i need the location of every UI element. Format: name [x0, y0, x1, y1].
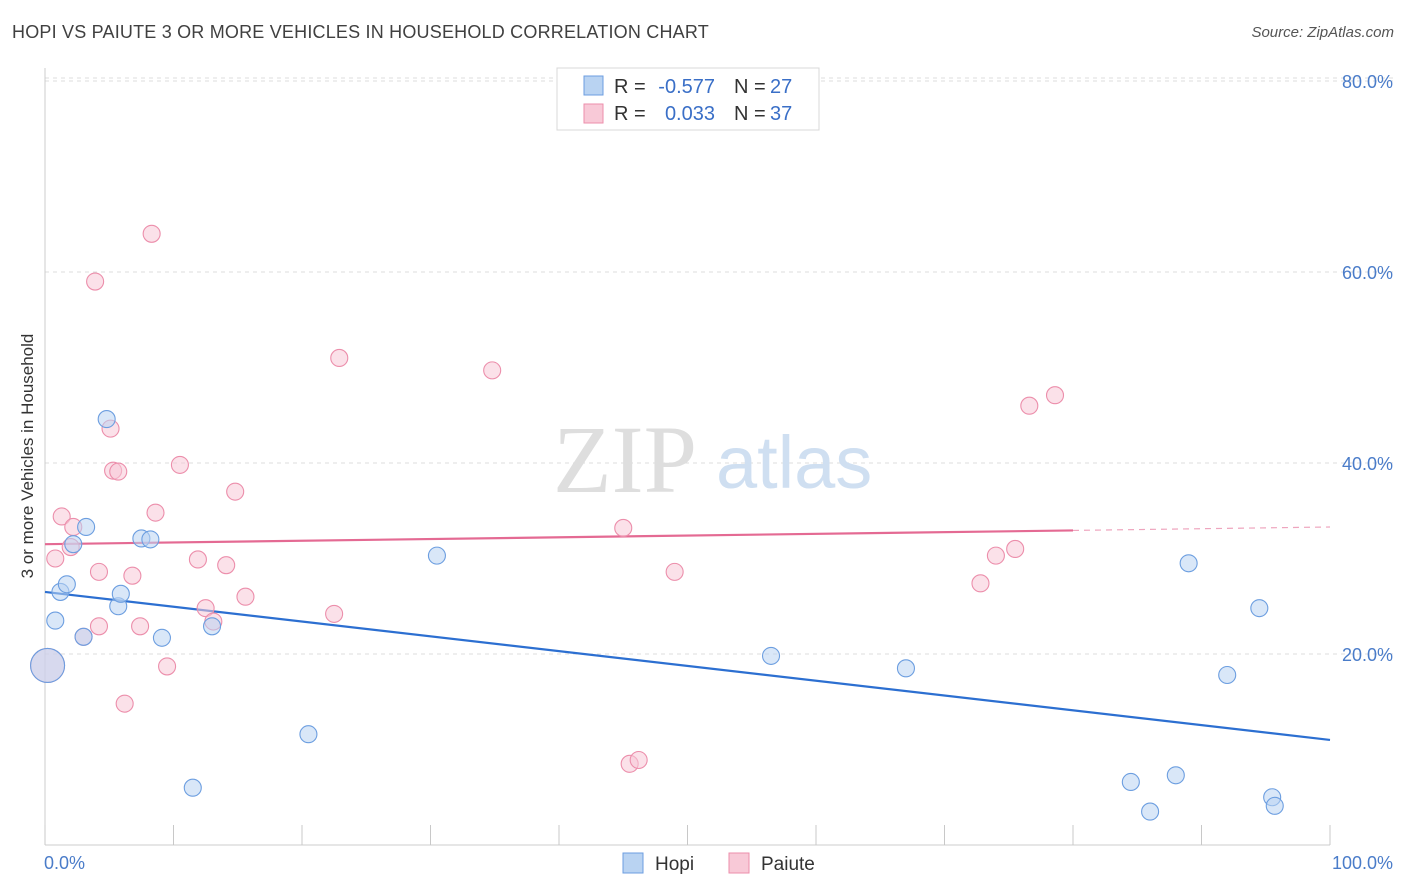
- paiute-point: [158, 657, 177, 676]
- hopi-r-value: -0.577: [658, 76, 715, 98]
- paiute-point: [196, 599, 215, 618]
- legend-paiute-label: Paiute: [761, 854, 815, 875]
- hopi-point: [30, 647, 66, 684]
- hopi-r-label: R =: [614, 76, 646, 98]
- hopi-point: [97, 410, 116, 429]
- paiute-point: [86, 272, 105, 291]
- hopi-point: [896, 659, 916, 678]
- paiute-r-label: R =: [614, 103, 646, 125]
- paiute-point: [89, 617, 109, 636]
- hopi-point: [64, 535, 83, 554]
- paiute-point: [629, 750, 648, 770]
- paiute-point: [123, 566, 142, 585]
- hopi-point: [152, 628, 171, 647]
- paiute-point: [170, 455, 189, 474]
- paiute-point: [188, 550, 207, 569]
- hopi-n-label: N =: [734, 76, 766, 98]
- legend-paiute-swatch: [728, 852, 750, 874]
- paiute-n-value: 37: [770, 103, 792, 125]
- y-tick-label: 60.0%: [1342, 263, 1393, 283]
- hopi-swatch: [583, 75, 604, 96]
- watermark: ZIP atlas: [553, 406, 872, 513]
- x-tick-labels: 0.0% 100.0%: [44, 853, 1393, 873]
- paiute-point: [971, 574, 990, 593]
- axes: [44, 68, 1331, 846]
- hopi-point: [183, 778, 202, 797]
- legend-hopi-label: Hopi: [655, 854, 694, 875]
- hopi-point: [77, 517, 96, 537]
- paiute-point: [665, 562, 684, 581]
- hopi-point: [1250, 599, 1269, 618]
- paiute-trend-line: [44, 529, 1074, 546]
- paiute-r-value: 0.033: [665, 103, 715, 125]
- paiute-swatch: [583, 103, 604, 124]
- paiute-point: [1045, 386, 1065, 405]
- chart-title: HOPI VS PAIUTE 3 OR MORE VEHICLES IN HOU…: [12, 22, 709, 42]
- paiute-point: [236, 587, 255, 606]
- paiute-point: [89, 562, 109, 581]
- x-tick-label-min: 0.0%: [44, 853, 85, 873]
- hopi-point: [1179, 554, 1198, 573]
- paiute-point: [142, 224, 161, 243]
- hopi-point: [57, 575, 76, 594]
- paiute-point: [614, 518, 633, 537]
- paiute-point: [109, 462, 128, 481]
- hopi-point: [141, 530, 160, 549]
- hopi-point: [1218, 665, 1237, 685]
- paiute-point: [325, 604, 344, 623]
- hopi-trend-line: [44, 590, 1331, 742]
- y-tick-label: 80.0%: [1342, 72, 1393, 92]
- hopi-n-value: 27: [770, 76, 792, 98]
- paiute-trend-line-extension: [1072, 526, 1331, 532]
- hopi-point: [203, 617, 222, 636]
- paiute-n-label: N =: [734, 103, 766, 125]
- hopi-point: [1141, 802, 1160, 821]
- hopi-point: [1166, 766, 1185, 785]
- paiute-point: [46, 549, 65, 568]
- series-legend: Hopi Paiute: [622, 852, 815, 875]
- y-tick-label: 20.0%: [1342, 645, 1393, 665]
- paiute-point: [115, 694, 134, 713]
- paiute-point: [1020, 396, 1039, 415]
- stats-legend: R = -0.577 N = 27 R = 0.033 N = 37: [556, 67, 820, 131]
- paiute-point: [131, 617, 150, 636]
- paiute-point: [146, 503, 165, 522]
- hopi-point: [74, 627, 93, 646]
- hopi-point: [761, 646, 781, 665]
- hopi-point: [46, 611, 65, 630]
- paiute-point: [483, 361, 502, 380]
- paiute-point: [1006, 539, 1025, 559]
- hopi-point: [111, 584, 130, 603]
- paiute-point: [226, 482, 245, 501]
- hopi-point: [299, 725, 318, 744]
- paiute-point: [217, 556, 236, 575]
- y-tick-label: 40.0%: [1342, 454, 1393, 474]
- paiute-point: [52, 507, 71, 526]
- x-tick-label-max: 100.0%: [1332, 853, 1393, 873]
- y-tick-labels: 20.0% 40.0% 60.0% 80.0%: [1342, 72, 1393, 665]
- hopi-point: [1265, 796, 1284, 815]
- trend-lines: [44, 526, 1331, 742]
- source-label: Source: ZipAtlas.com: [1251, 24, 1394, 41]
- watermark-zip: ZIP: [553, 406, 697, 513]
- paiute-point: [986, 546, 1005, 565]
- paiute-point: [330, 348, 349, 368]
- legend-hopi-swatch: [622, 852, 644, 874]
- data-points: [30, 224, 1284, 821]
- hopi-point: [427, 546, 446, 565]
- hopi-point: [1121, 772, 1140, 792]
- watermark-atlas: atlas: [716, 421, 872, 504]
